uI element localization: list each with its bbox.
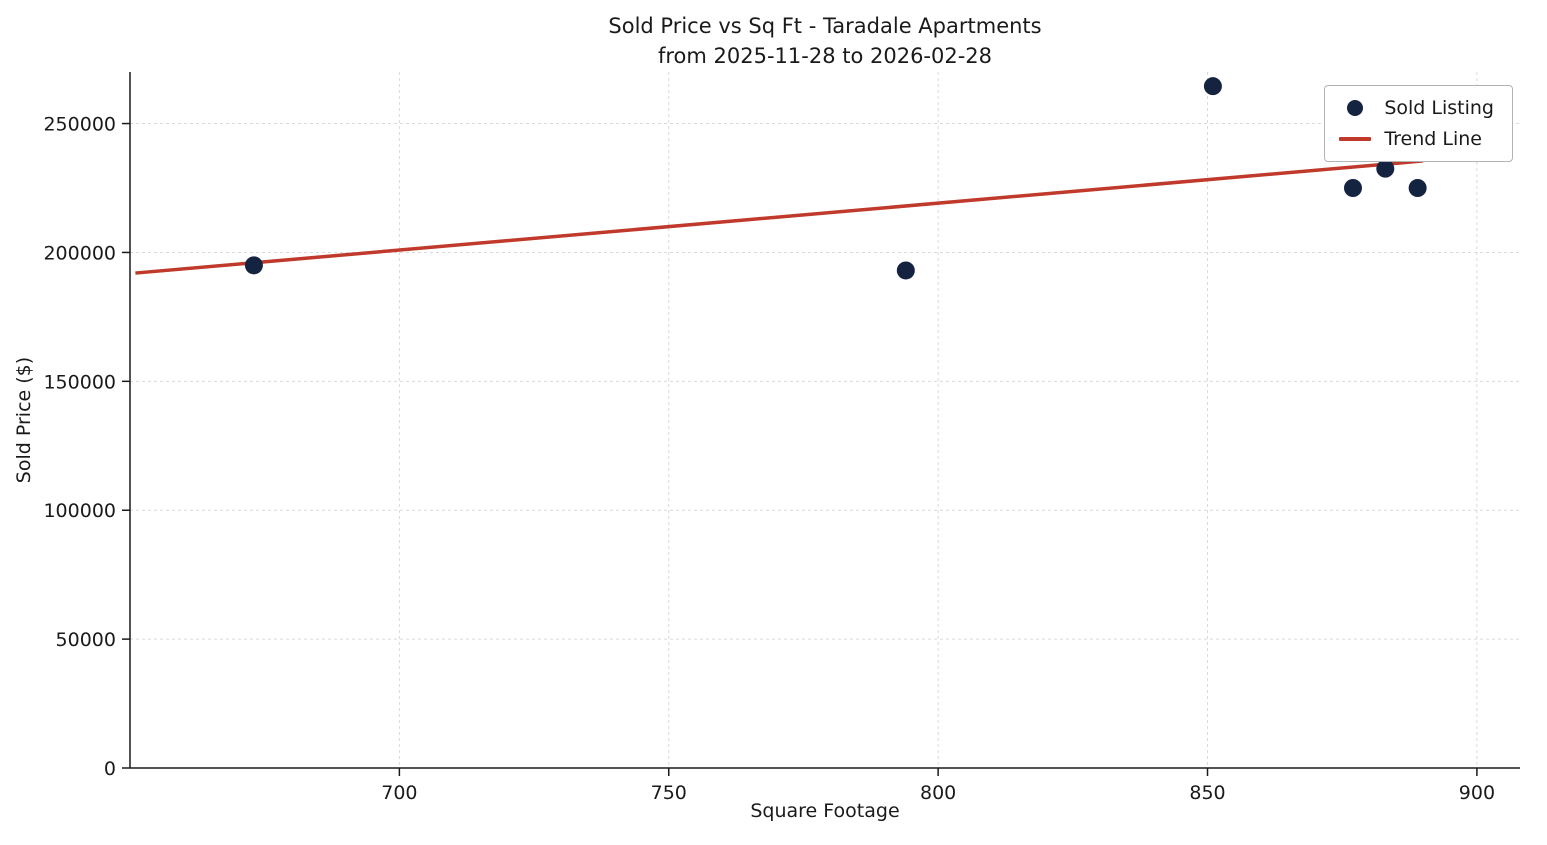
x-tick-label: 800 — [920, 782, 956, 804]
scatter-point — [1203, 77, 1222, 96]
y-tick-label: 200000 — [43, 242, 116, 264]
legend-label-sold-listing: Sold Listing — [1384, 97, 1494, 119]
y-tick-label: 0 — [104, 758, 116, 780]
y-tick-label: 100000 — [43, 500, 116, 522]
scatter-point — [896, 261, 915, 280]
trend-line-icon — [1339, 137, 1372, 141]
trend-line — [135, 159, 1424, 275]
legend-item-sold-listing: Sold Listing — [1339, 96, 1494, 120]
scatter-point — [1408, 179, 1427, 197]
legend-label-trend-line: Trend Line — [1384, 128, 1482, 150]
legend-item-trend-line: Trend Line — [1339, 127, 1494, 151]
y-tick-label: 250000 — [43, 114, 116, 136]
scatter-point — [1376, 159, 1395, 178]
x-tick-label: 700 — [381, 782, 417, 804]
sold-listing-marker-icon — [1347, 100, 1364, 116]
scatter-point — [1343, 179, 1362, 197]
x-tick-label: 900 — [1459, 782, 1495, 804]
legend: Sold Listing Trend Line — [1324, 85, 1513, 162]
x-tick-label: 850 — [1189, 782, 1225, 804]
y-tick-label: 50000 — [56, 629, 116, 651]
y-tick-label: 150000 — [43, 371, 116, 393]
x-tick-label: 750 — [651, 782, 687, 804]
scatter-point — [244, 256, 263, 275]
